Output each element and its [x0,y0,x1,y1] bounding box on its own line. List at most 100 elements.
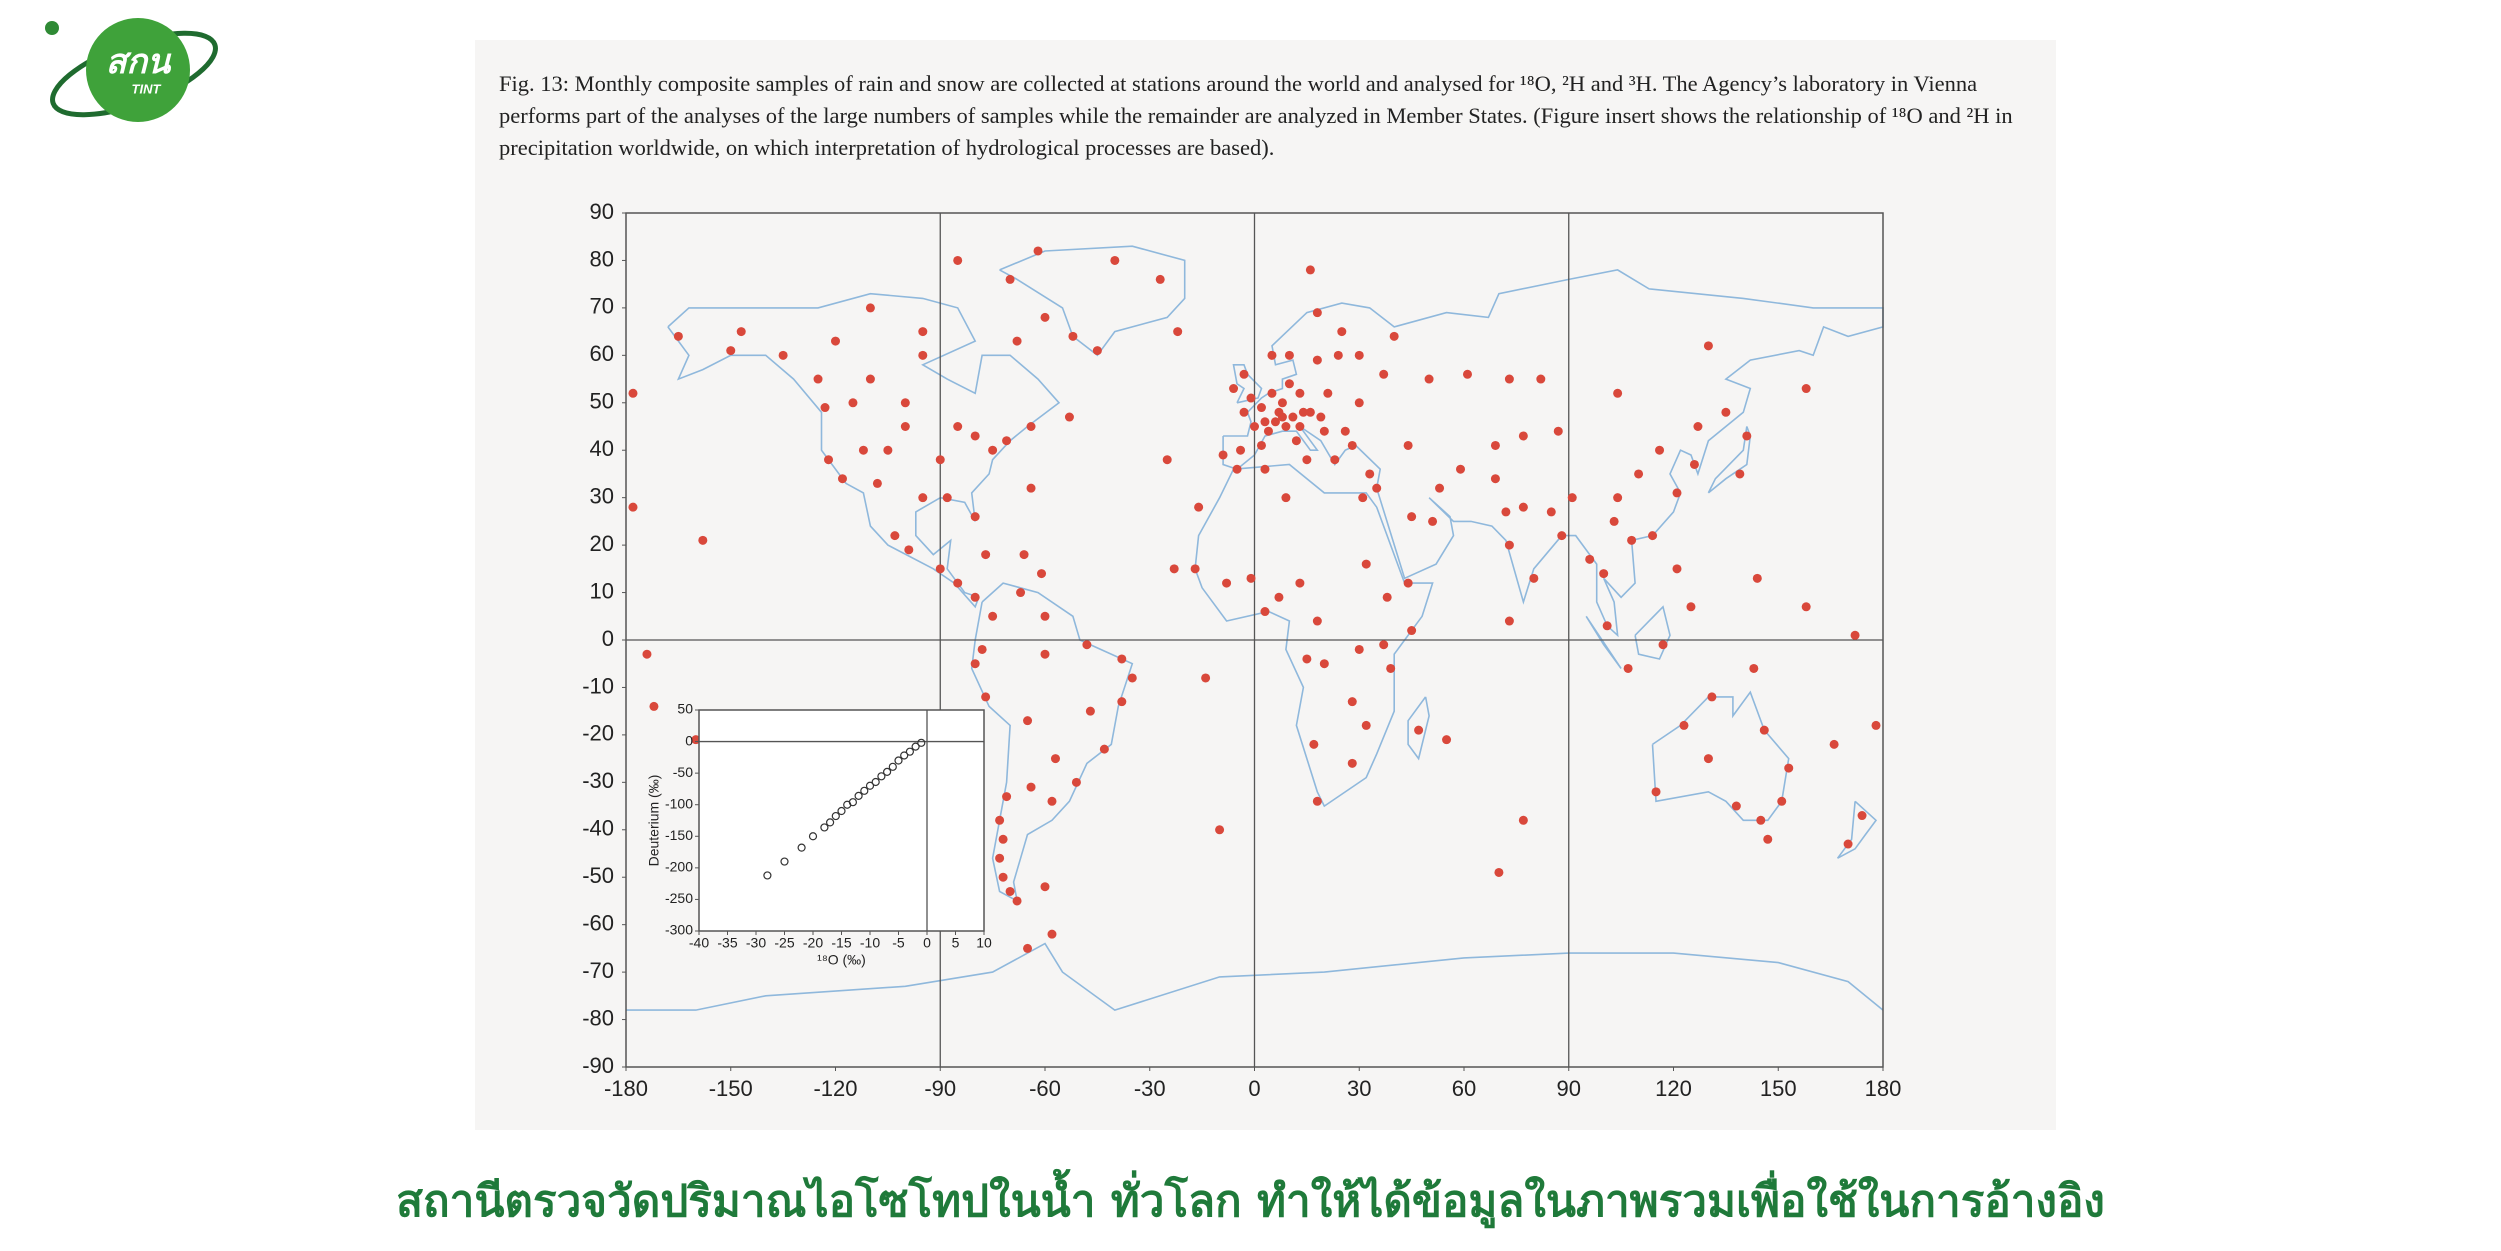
data-point [1585,554,1595,564]
data-point [1777,796,1787,806]
data-point [1442,735,1452,745]
data-point [1274,407,1284,417]
data-point [1379,640,1389,650]
x-tick-label: 30 [1347,1076,1371,1101]
data-point [1731,801,1741,811]
data-point [988,445,998,455]
data-point [1312,616,1322,626]
data-point [1651,787,1661,797]
data-point [1026,782,1036,792]
data-point [1749,663,1759,673]
data-point [1019,550,1029,560]
y-tick-label: -50 [673,764,693,780]
data-point [1337,327,1347,337]
data-point [935,564,945,574]
coastline [626,942,1884,1011]
y-tick-label: -200 [665,859,693,875]
data-point [673,331,683,341]
data-point [1099,744,1109,754]
data-point [1333,350,1343,360]
data-point [1801,384,1811,394]
data-point [1382,592,1392,602]
data-point [1330,455,1340,465]
data-point [1372,483,1382,493]
data-point [1703,341,1713,351]
y-tick-label: -150 [665,827,693,843]
data-point [1267,388,1277,398]
coastline [1707,426,1752,494]
data-point [1829,739,1839,749]
data-point [837,806,846,816]
data-point [1302,455,1312,465]
data-point [1504,540,1514,550]
data-point [882,767,892,776]
data-point [628,388,638,398]
x-tick-label: -30 [746,935,766,951]
data-point [1553,426,1563,436]
data-point [1071,777,1081,787]
data-point [1379,369,1389,379]
x-tick-label: -25 [774,935,794,951]
data-point [995,853,1005,863]
y-tick-label: -90 [582,1053,614,1078]
data-point [1319,426,1329,436]
y-tick-label: 80 [590,246,614,271]
data-point [1627,535,1637,545]
figure-caption: Fig. 13: Monthly composite samples of ra… [499,71,2013,160]
data-point [1361,559,1371,569]
data-point [1002,436,1012,446]
y-tick-label: -20 [582,721,614,746]
data-point [877,772,886,781]
data-point [860,786,869,795]
data-point [1658,640,1668,650]
data-point [865,374,875,384]
data-point [1407,512,1417,522]
data-point [1040,312,1050,322]
data-point [904,545,914,555]
data-point [1613,388,1623,398]
data-point [1005,274,1015,284]
y-tick-label: 10 [590,578,614,603]
data-point [1281,422,1291,431]
data-point [905,747,915,756]
data-point [1047,929,1057,939]
data-point [1082,640,1092,650]
data-point [918,493,928,503]
data-point [1494,867,1504,877]
data-point [1232,464,1242,474]
data-point [970,659,980,669]
data-point [1756,815,1766,825]
data-point [1340,426,1350,436]
data-point [1040,611,1050,621]
data-point [900,422,910,431]
data-point [935,455,945,465]
data-point [1414,725,1424,735]
data-point [854,791,863,800]
data-point [1085,706,1095,716]
data-point [1567,493,1577,503]
data-point [1752,573,1762,583]
data-point [918,327,928,337]
data-point [900,398,910,408]
data-point [1759,725,1769,735]
data-point [1295,422,1305,431]
y-tick-label: 20 [590,531,614,556]
x-tick-label: -20 [803,935,823,951]
y-tick-label: -70 [582,958,614,983]
x-tick-label: 0 [1248,1076,1260,1101]
data-point [1623,663,1633,673]
data-point [1403,578,1413,588]
x-tick-label: -30 [1134,1076,1166,1101]
x-tick-label: -5 [892,935,905,951]
x-tick-label: 5 [952,935,960,951]
data-point [1428,516,1438,526]
data-point [1117,697,1127,707]
data-point [820,403,830,413]
data-point [970,512,980,522]
data-point [1707,692,1717,702]
data-point [988,611,998,621]
data-point [1222,578,1232,588]
data-point [1763,834,1773,844]
data-point [1365,469,1375,479]
data-point [797,843,806,852]
